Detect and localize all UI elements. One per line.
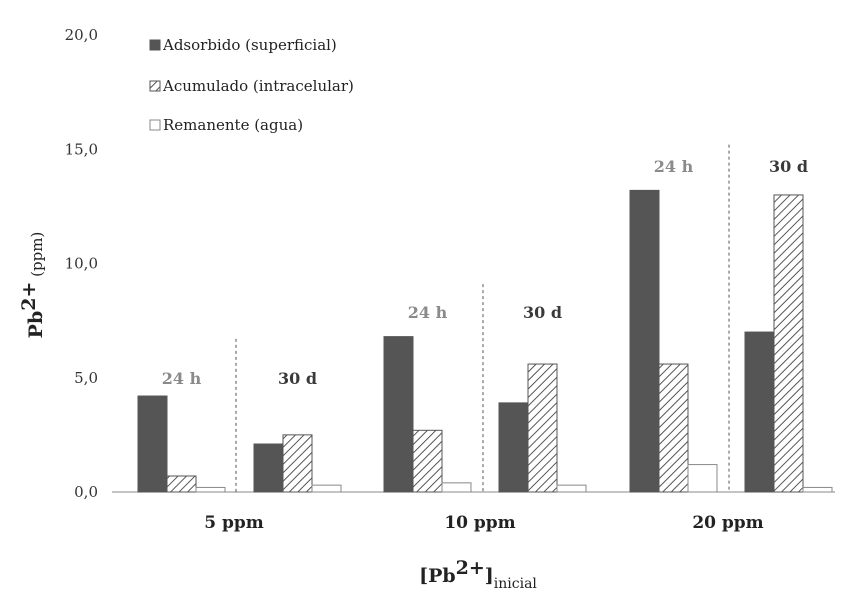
bar-acumulado [527,363,558,493]
bar-adsorbido [498,402,529,493]
bar-remanente [687,464,718,493]
period-label: 24 h [654,157,694,176]
group-label: 10 ppm [444,513,515,533]
legend-swatch [149,39,161,51]
bar-acumulado [773,194,804,493]
y-tick-label: 5,0 [74,369,98,387]
bar-adsorbido [253,443,284,493]
bar-adsorbido [629,189,660,493]
group-label: 20 ppm [692,513,763,533]
bar-remanente [441,482,472,493]
y-tick-label: 0,0 [74,483,98,501]
period-label: 24 h [408,303,448,322]
bar-remanente [556,484,587,493]
period-label: 24 h [162,369,202,388]
bar-adsorbido [744,331,775,493]
x-axis-label: [Pb2+]inicial [419,557,537,592]
bar-remanente [311,484,342,493]
bar-remanente [195,486,226,493]
legend-swatch [149,80,161,92]
y-tick-label: 10,0 [65,255,98,273]
legend-label: Adsorbido (superficial) [162,36,337,54]
legend-label: Remanente (agua) [163,116,303,134]
bar-acumulado [412,429,443,493]
bars [137,144,833,493]
legend-swatch [149,119,161,131]
bar-acumulado [282,434,313,493]
axes: 0,0 5,0 10,0 15,0 20,0 [65,26,835,501]
y-tick-label: 20,0 [65,26,98,44]
y-tick-label: 15,0 [65,140,98,158]
bar-adsorbido [137,395,168,493]
bar-acumulado [658,363,689,493]
bar-remanente [802,486,833,493]
labels: Pb2+ (ppm) [Pb2+]inicial 5 ppm 24 h 30 d 10 p… [18,157,808,592]
period-label: 30 d [769,157,808,176]
period-label: 30 d [523,303,562,322]
legend: Adsorbido (superficial) Acumulado (intrac… [149,36,354,134]
period-label: 30 d [278,369,317,388]
legend-label: Acumulado (intracelular) [162,77,354,95]
bar-acumulado [166,475,197,493]
group-label: 5 ppm [204,513,264,533]
y-axis-label: Pb2+ (ppm) [18,232,47,339]
bar-adsorbido [383,336,414,493]
